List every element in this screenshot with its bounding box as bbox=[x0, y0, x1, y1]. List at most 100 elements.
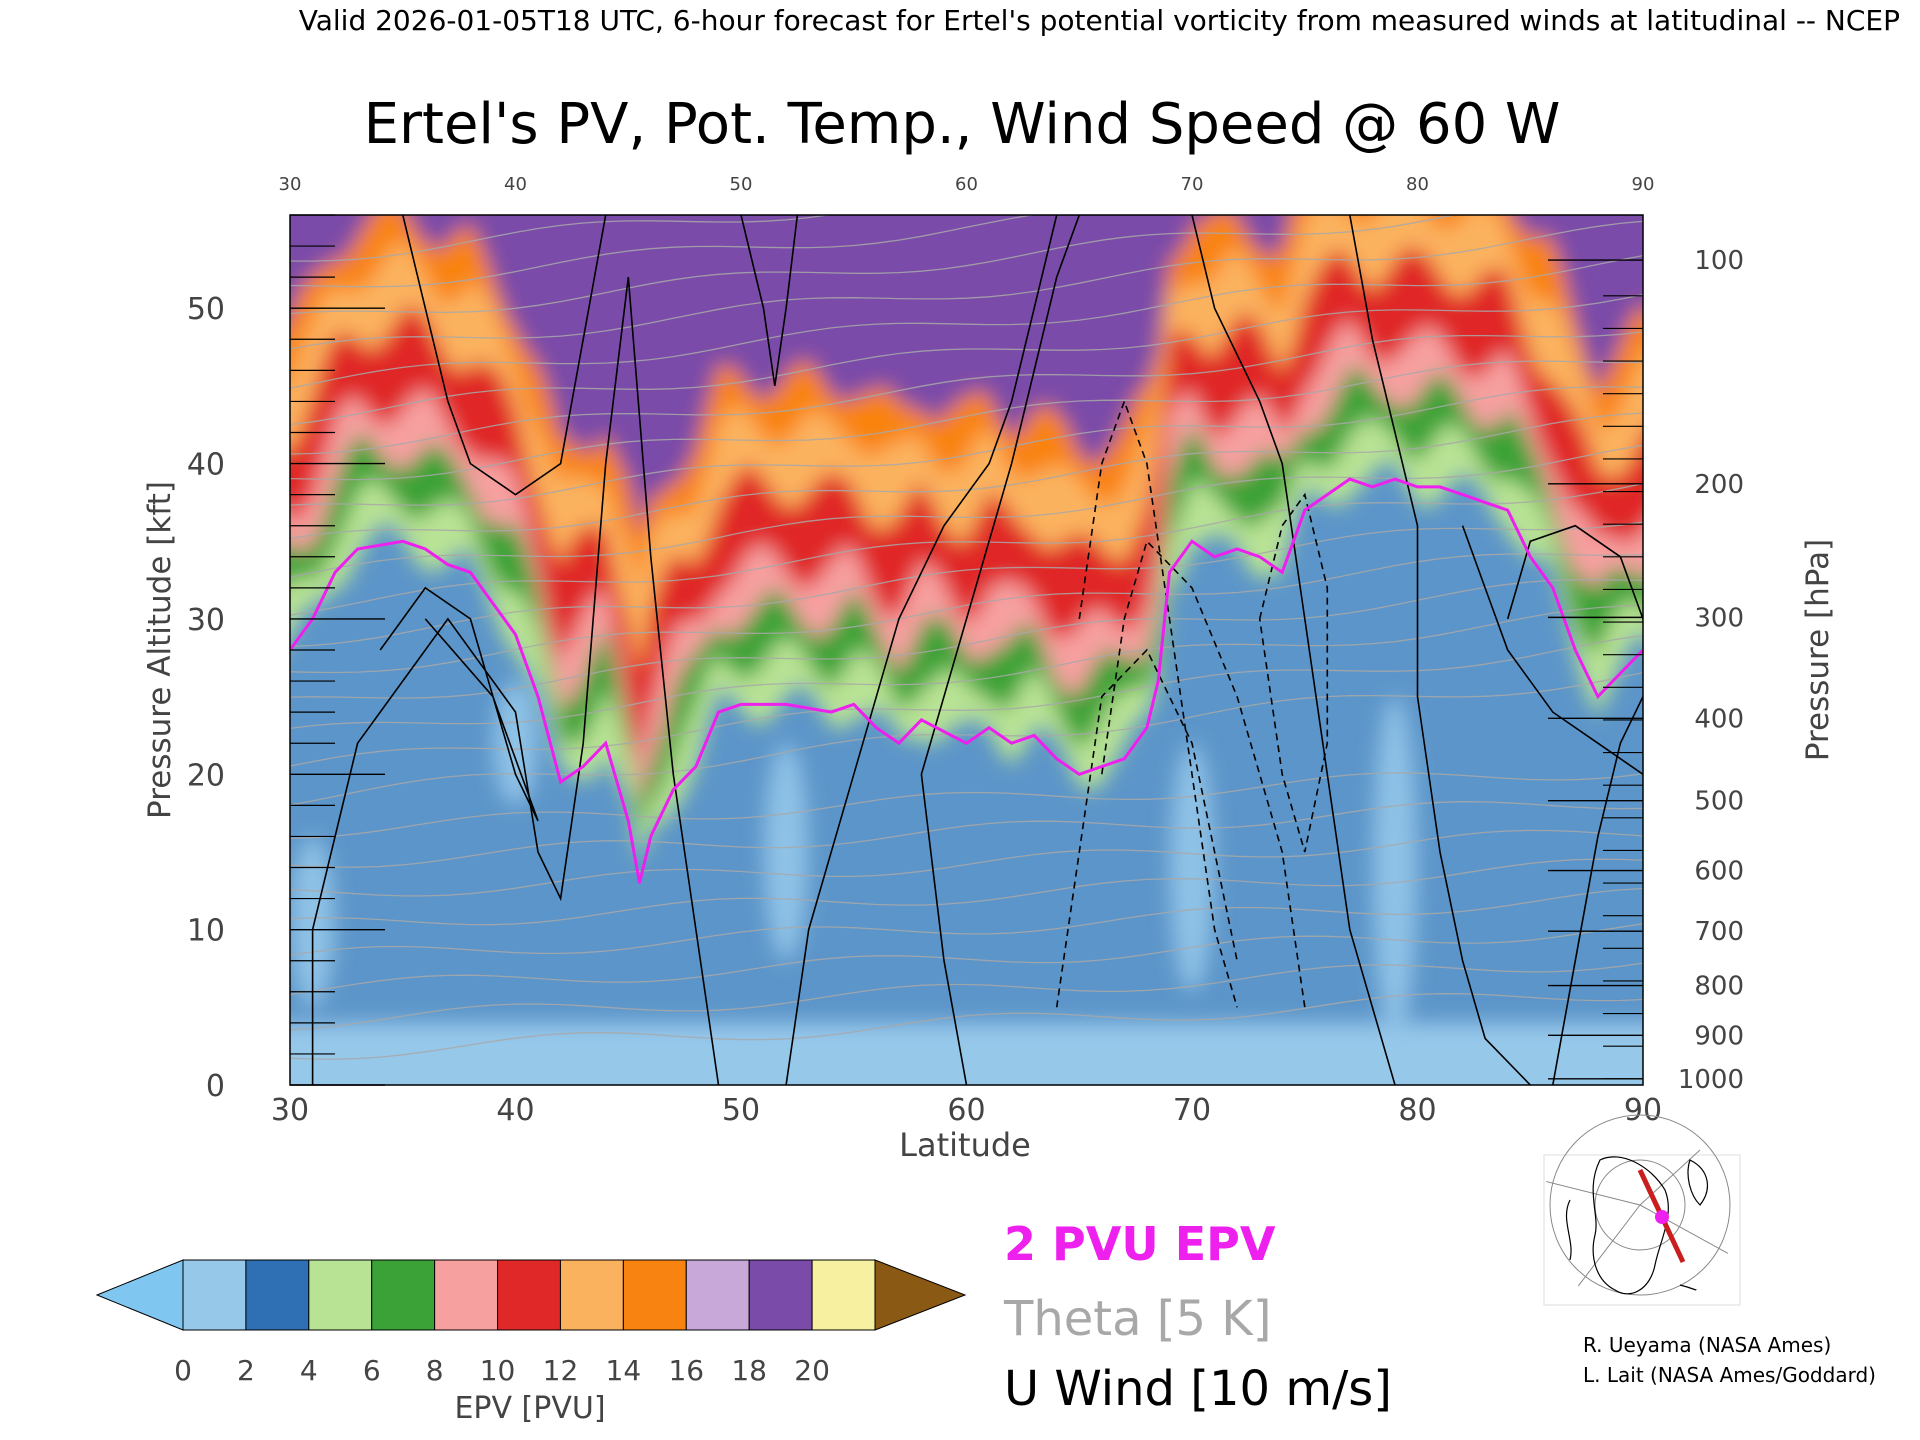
x-top-tick-label-0: 30 bbox=[279, 174, 302, 195]
y-axis-label: Pressure Altitude [kft] bbox=[142, 481, 178, 819]
colorbar-swatch-3 bbox=[371, 1259, 436, 1331]
pressure-tick-label-4: 500 bbox=[1694, 787, 1744, 817]
theta-contour-17 bbox=[290, 386, 1643, 506]
x-tick-label-0: 30 bbox=[271, 1093, 309, 1128]
wind-contours bbox=[311, 215, 1643, 1085]
epv-colorbar-tick-labels: 0 2 4 6 8 10 12 14 16 18 20 bbox=[174, 1354, 830, 1387]
theta-contour-18 bbox=[290, 360, 1643, 481]
x-top-tick-label-6: 90 bbox=[1632, 174, 1655, 195]
chart-title: Ertel's PV, Pot. Temp., Wind Speed @ 60 … bbox=[364, 92, 1561, 157]
wind-contour-5 bbox=[1101, 539, 1306, 1008]
y-tick-label-1: 10 bbox=[187, 914, 225, 949]
pressure-tick-label-3: 400 bbox=[1694, 704, 1744, 734]
wind-contour-9 bbox=[1349, 215, 1531, 1085]
y-tick-label-0: 0 bbox=[206, 1069, 225, 1104]
y-tick-label-5: 50 bbox=[187, 292, 225, 327]
theta-contour-23 bbox=[290, 215, 1458, 315]
wind-contour-8 bbox=[1191, 215, 1396, 1085]
y-axis-tick-labels: 0 10 20 30 40 50 bbox=[187, 292, 225, 1104]
colorbar-min-extension bbox=[95, 1259, 184, 1331]
colorbar-swatch-7 bbox=[622, 1259, 687, 1331]
legend-pv: 2 PVU EPV bbox=[1004, 1217, 1276, 1271]
colorbar-swatch-9 bbox=[748, 1259, 813, 1331]
y-tick-label-4: 40 bbox=[187, 448, 225, 483]
colorbar-tick-label-0: 0 bbox=[174, 1354, 192, 1387]
x-tick-label-6: 90 bbox=[1624, 1093, 1662, 1128]
wind-contour-7 bbox=[1258, 492, 1329, 853]
wind-contour-11 bbox=[1506, 524, 1643, 620]
pressure-axis-label: Pressure [hPa] bbox=[1800, 539, 1836, 761]
colorbar-swatch-4 bbox=[434, 1259, 499, 1331]
x-axis-top-tick-labels: 30 40 50 60 70 80 90 bbox=[279, 174, 1655, 195]
map-inset bbox=[1542, 1112, 1741, 1308]
legend-theta: Theta [5 K] bbox=[1003, 1291, 1272, 1347]
theta-contour-2 bbox=[290, 923, 1643, 996]
colorbar-tick-label-10: 20 bbox=[794, 1354, 830, 1387]
colorbar-tick-label-7: 14 bbox=[606, 1354, 642, 1387]
colorbar-swatch-0 bbox=[182, 1259, 247, 1331]
x-top-tick-label-1: 40 bbox=[504, 174, 527, 195]
colorbar-label: EPV [PVU] bbox=[454, 1391, 605, 1426]
x-tick-label-5: 80 bbox=[1398, 1093, 1436, 1128]
map-coastlines bbox=[1565, 1156, 1731, 1308]
theta-contour-22 bbox=[290, 220, 1643, 350]
colorbar-swatch-6 bbox=[559, 1259, 624, 1331]
wind-contour-14 bbox=[740, 215, 799, 387]
pv-2pvu-contour bbox=[290, 477, 1643, 884]
theta-contour-16 bbox=[290, 412, 1643, 540]
wind-contour-0 bbox=[311, 277, 720, 1085]
epv-surface-band bbox=[290, 1022, 1643, 1085]
x-axis-tick-labels: 30 40 50 60 70 80 90 bbox=[271, 1093, 1662, 1128]
wind-contour-2 bbox=[785, 215, 1058, 1085]
wind-contour-3 bbox=[920, 215, 1081, 1085]
colorbar-tick-label-8: 16 bbox=[668, 1354, 704, 1387]
pressure-tick-label-0: 100 bbox=[1694, 246, 1744, 276]
epv-streak-4 bbox=[1372, 696, 1417, 1039]
legend-wind: U Wind [10 m/s] bbox=[1004, 1361, 1392, 1417]
pressure-tick-label-8: 900 bbox=[1694, 1021, 1744, 1051]
cross-section-marker bbox=[1655, 1210, 1669, 1224]
wind-contour-6 bbox=[1055, 648, 1238, 1008]
y-tick-label-2: 20 bbox=[187, 758, 225, 793]
pressure-tick-label-1: 200 bbox=[1694, 470, 1744, 500]
theta-contour-21 bbox=[290, 254, 1643, 389]
credit-line-2: L. Lait (NASA Ames/Goddard) bbox=[1583, 1363, 1876, 1387]
theta-contour-5 bbox=[290, 829, 1643, 897]
plot-area bbox=[289, 214, 1644, 1086]
colorbar-tick-label-5: 10 bbox=[480, 1354, 516, 1387]
wind-contour-10 bbox=[1461, 525, 1643, 775]
epv-streak-1 bbox=[493, 681, 538, 806]
theta-contour-0 bbox=[290, 993, 1643, 1060]
colorbar-tick-label-3: 6 bbox=[363, 1354, 381, 1387]
wind-contour-12 bbox=[1552, 696, 1643, 1085]
wind-contour-4 bbox=[1078, 399, 1238, 1008]
pressure-tick-label-5: 600 bbox=[1694, 857, 1744, 887]
wind-contour-1 bbox=[379, 586, 539, 822]
theta-contour-1 bbox=[290, 962, 1643, 1031]
axis-ticks bbox=[290, 214, 1643, 1086]
epv-streak-3 bbox=[1170, 743, 1214, 992]
credit-line-1: R. Ueyama (NASA Ames) bbox=[1583, 1333, 1831, 1357]
x-axis-label: Latitude bbox=[899, 1126, 1031, 1164]
epv-streak-0 bbox=[290, 836, 335, 1008]
theta-contour-15 bbox=[290, 444, 1643, 578]
pressure-tick-label-9: 1000 bbox=[1678, 1065, 1744, 1095]
colorbar-tick-label-2: 4 bbox=[300, 1354, 318, 1387]
x-top-tick-label-5: 80 bbox=[1406, 174, 1429, 195]
epv-streak-2 bbox=[764, 743, 809, 961]
colorbar-swatch-5 bbox=[497, 1259, 561, 1331]
theta-contour-7 bbox=[290, 772, 1643, 840]
epv-band-6 bbox=[290, 215, 1643, 536]
epv-colorbar bbox=[95, 1259, 967, 1331]
theta-contour-6 bbox=[290, 801, 1643, 868]
colorbar-tick-label-9: 18 bbox=[731, 1354, 767, 1387]
pressure-tick-label-7: 800 bbox=[1694, 972, 1744, 1002]
y-tick-label-3: 30 bbox=[187, 603, 225, 638]
wind-contour-13 bbox=[402, 215, 607, 496]
theta-contour-20 bbox=[290, 294, 1643, 426]
x-top-tick-label-3: 60 bbox=[955, 174, 978, 195]
colorbar-swatch-2 bbox=[308, 1259, 373, 1331]
pressure-tick-label-6: 700 bbox=[1694, 917, 1744, 947]
x-tick-label-1: 40 bbox=[496, 1093, 534, 1128]
